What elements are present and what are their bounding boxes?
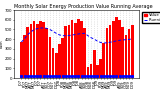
Bar (102, 43, 105, 78)
Bar (109, 25, 111, 78)
Bar (23, 35, 26, 78)
Bar (26, 26, 29, 78)
Bar (58, 44, 61, 78)
Bar (55, 53, 58, 78)
Bar (105, 28, 108, 78)
Bar (128, 29, 130, 78)
Bar (99, 59, 102, 78)
Bar (77, 19, 80, 78)
Bar (80, 21, 83, 78)
Bar (124, 35, 127, 78)
Bar (30, 24, 32, 78)
Bar (131, 25, 134, 78)
Bar (121, 28, 124, 78)
Bar (68, 25, 70, 78)
Bar (87, 67, 89, 78)
Bar (90, 64, 92, 78)
Y-axis label: kWh: kWh (0, 40, 3, 48)
Bar (83, 28, 86, 78)
Bar (71, 20, 73, 78)
Bar (96, 65, 99, 78)
Bar (74, 23, 77, 78)
Text: Monthly Solar Energy Production Value Running Average: Monthly Solar Energy Production Value Ru… (14, 4, 153, 9)
Legend: Value, Running Average: Value, Running Average (142, 12, 160, 23)
Bar (112, 21, 115, 78)
Bar (20, 42, 23, 78)
Bar (61, 38, 64, 78)
Bar (36, 24, 39, 78)
Bar (52, 48, 54, 78)
Bar (45, 28, 48, 78)
Bar (64, 26, 67, 78)
Bar (33, 21, 35, 78)
Bar (48, 37, 51, 78)
Bar (115, 17, 118, 78)
Bar (118, 20, 121, 78)
Bar (39, 21, 42, 78)
Bar (93, 50, 96, 78)
Bar (42, 22, 45, 78)
